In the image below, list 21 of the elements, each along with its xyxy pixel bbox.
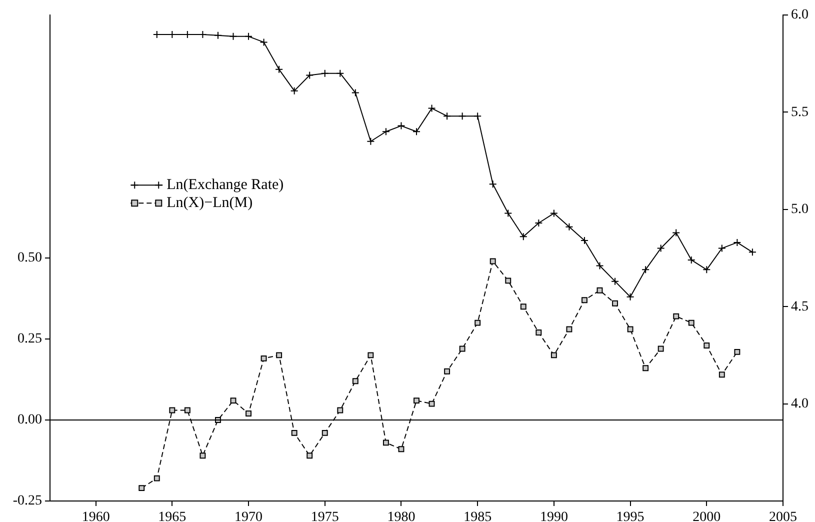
x-tick-label: 1965 (158, 510, 186, 522)
x-tick-label: 1975 (310, 510, 339, 522)
x-tick-label: 1970 (234, 510, 263, 522)
y-tick-label: 0.50 (18, 250, 42, 266)
y2-tick-label: 6.0 (791, 8, 808, 23)
legend-label: Ln(Exchange Rate) (166, 177, 284, 194)
x-tick-label: 2005 (769, 510, 797, 522)
y2-tick-label: 4.5 (791, 299, 808, 314)
y2-tick-label: 5.0 (791, 202, 808, 218)
x-tick-label: 1980 (387, 510, 416, 522)
y2-tick-label: 4.0 (791, 396, 808, 412)
y-tick-label: 0.25 (18, 332, 42, 347)
x-tick-label: 1995 (616, 510, 644, 522)
y2-tick-label: 5.5 (791, 104, 808, 120)
legend-label: Ln(X)−Ln(M) (166, 195, 253, 212)
x-tick-label: 1960 (82, 510, 110, 522)
y-tick-label: 0.00 (18, 412, 42, 428)
x-tick-label: 1985 (464, 510, 492, 522)
x-tick-label: 1990 (540, 510, 568, 522)
x-tick-label: 2000 (692, 510, 721, 522)
y-tick-label: -0.25 (12, 494, 42, 509)
